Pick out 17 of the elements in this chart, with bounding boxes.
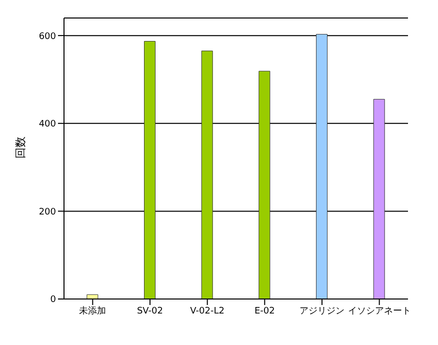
x-tick-label: SV-02: [136, 306, 164, 316]
bar: [258, 70, 270, 299]
y-tick-label: 600: [38, 32, 56, 42]
bar: [373, 98, 385, 299]
bar: [86, 294, 98, 299]
x-tick-label: E-02: [254, 306, 275, 316]
x-tick-label: イソシアネート: [348, 306, 411, 316]
y-tick-label: 400: [38, 120, 56, 130]
y-axis-title: 回数: [14, 136, 27, 158]
bar: [201, 50, 213, 299]
y-tick-label: 200: [38, 207, 56, 218]
bar: [316, 34, 328, 299]
x-tick-label: 未添加: [79, 305, 106, 316]
x-tick-label: V-02-L2: [190, 306, 224, 316]
x-tick-label: アジリジン: [300, 306, 344, 316]
bar: [144, 41, 156, 299]
y-tick-label: 0: [50, 295, 56, 306]
